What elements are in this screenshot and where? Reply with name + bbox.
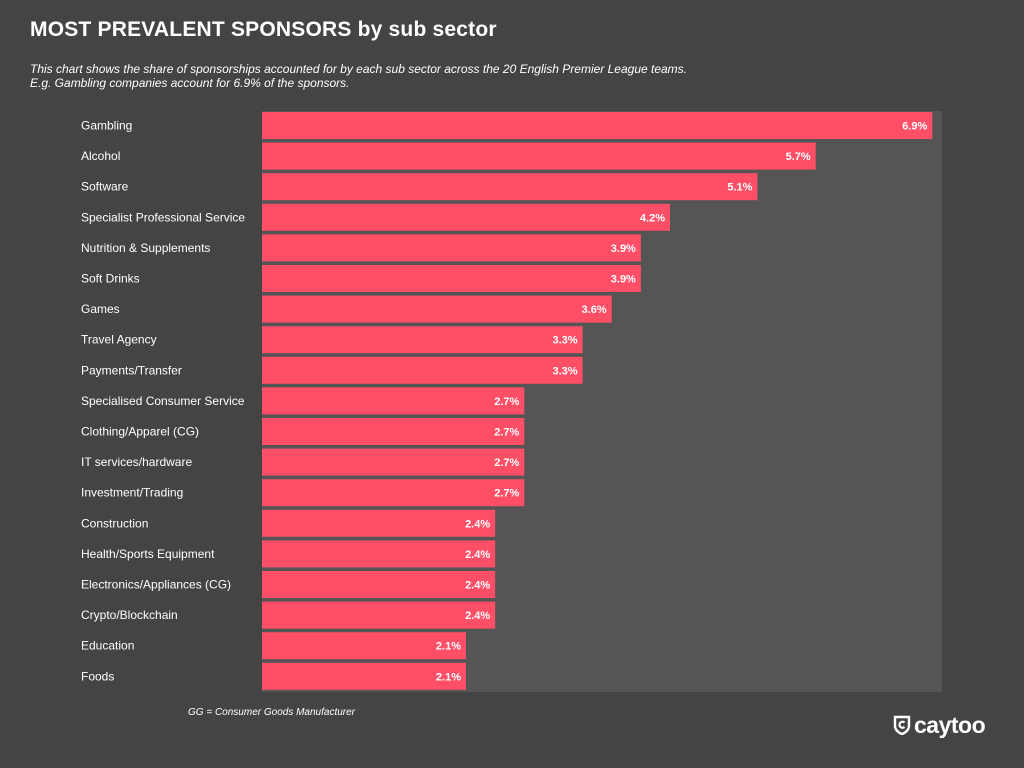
bar	[262, 571, 496, 598]
category-label: Payments/Transfer	[81, 363, 182, 377]
bar	[262, 387, 525, 415]
chart-subtitle: This chart shows the share of sponsorshi…	[30, 62, 930, 90]
category-label: Crypto/Blockchain	[81, 608, 178, 622]
category-label: Electronics/Appliances (CG)	[81, 578, 231, 592]
bar	[262, 203, 670, 231]
bar	[262, 479, 525, 507]
bar	[262, 632, 466, 660]
bar	[262, 326, 583, 354]
data-label: 3.3%	[552, 335, 577, 347]
category-label: Health/Sports Equipment	[81, 547, 215, 561]
data-label: 6.9%	[902, 121, 927, 133]
data-label: 2.1%	[436, 671, 461, 683]
caytoo-logo: caytoo	[893, 712, 986, 738]
footnote: GG = Consumer Goods Manufacturer	[188, 707, 356, 718]
category-label: Alcohol	[81, 149, 120, 163]
bar	[262, 173, 758, 201]
category-label: Specialised Consumer Service	[81, 394, 245, 408]
bar	[262, 265, 641, 292]
bar	[262, 540, 496, 568]
bar	[262, 448, 525, 476]
data-label: 2.4%	[465, 549, 490, 561]
bar	[262, 509, 496, 537]
data-label: 2.7%	[494, 488, 519, 500]
subtitle-line-2: E.g. Gambling companies account for 6.9%…	[30, 76, 350, 90]
category-label: Games	[81, 302, 120, 316]
data-label: 2.4%	[465, 610, 490, 622]
shield-c-icon	[893, 715, 911, 735]
data-label: 2.7%	[494, 396, 519, 408]
bar	[262, 662, 466, 690]
data-label: 2.4%	[465, 580, 490, 592]
data-label: 5.7%	[786, 151, 811, 163]
category-label: Travel Agency	[81, 333, 157, 347]
data-label: 2.7%	[494, 427, 519, 439]
data-label: 3.9%	[611, 274, 636, 286]
subtitle-line-1: This chart shows the share of sponsorshi…	[30, 62, 688, 76]
category-label: Gambling	[81, 119, 132, 133]
category-label: Software	[81, 180, 129, 194]
data-label: 3.6%	[582, 304, 607, 316]
bar	[262, 295, 612, 323]
data-label: 2.4%	[465, 518, 490, 530]
bars-group: Gambling 6.9% Alcohol 5.7% Software 5.1% Speci…	[81, 112, 933, 690]
category-label: IT services/hardware	[81, 455, 192, 469]
logo-text: caytoo	[914, 712, 986, 738]
category-label: Soft Drinks	[81, 272, 140, 286]
bar	[262, 112, 933, 139]
bar	[262, 418, 525, 445]
category-label: Clothing/Apparel (CG)	[81, 425, 199, 439]
bar	[262, 356, 583, 384]
category-label: Investment/Trading	[81, 486, 183, 500]
category-label: Specialist Professional Service	[81, 210, 245, 224]
category-label: Foods	[81, 669, 114, 683]
bar	[262, 142, 816, 170]
category-label: Nutrition & Supplements	[81, 241, 210, 255]
data-label: 4.2%	[640, 212, 665, 224]
data-label: 2.1%	[436, 641, 461, 653]
bar	[262, 601, 496, 629]
category-label: Construction	[81, 516, 148, 530]
chart-title: MOST PREVALENT SPONSORS by sub sector	[30, 18, 497, 41]
data-label: 3.9%	[611, 243, 636, 255]
data-label: 2.7%	[494, 457, 519, 469]
category-label: Education	[81, 639, 134, 653]
data-label: 5.1%	[727, 182, 752, 194]
bar	[262, 234, 641, 262]
data-label: 3.3%	[552, 365, 577, 377]
